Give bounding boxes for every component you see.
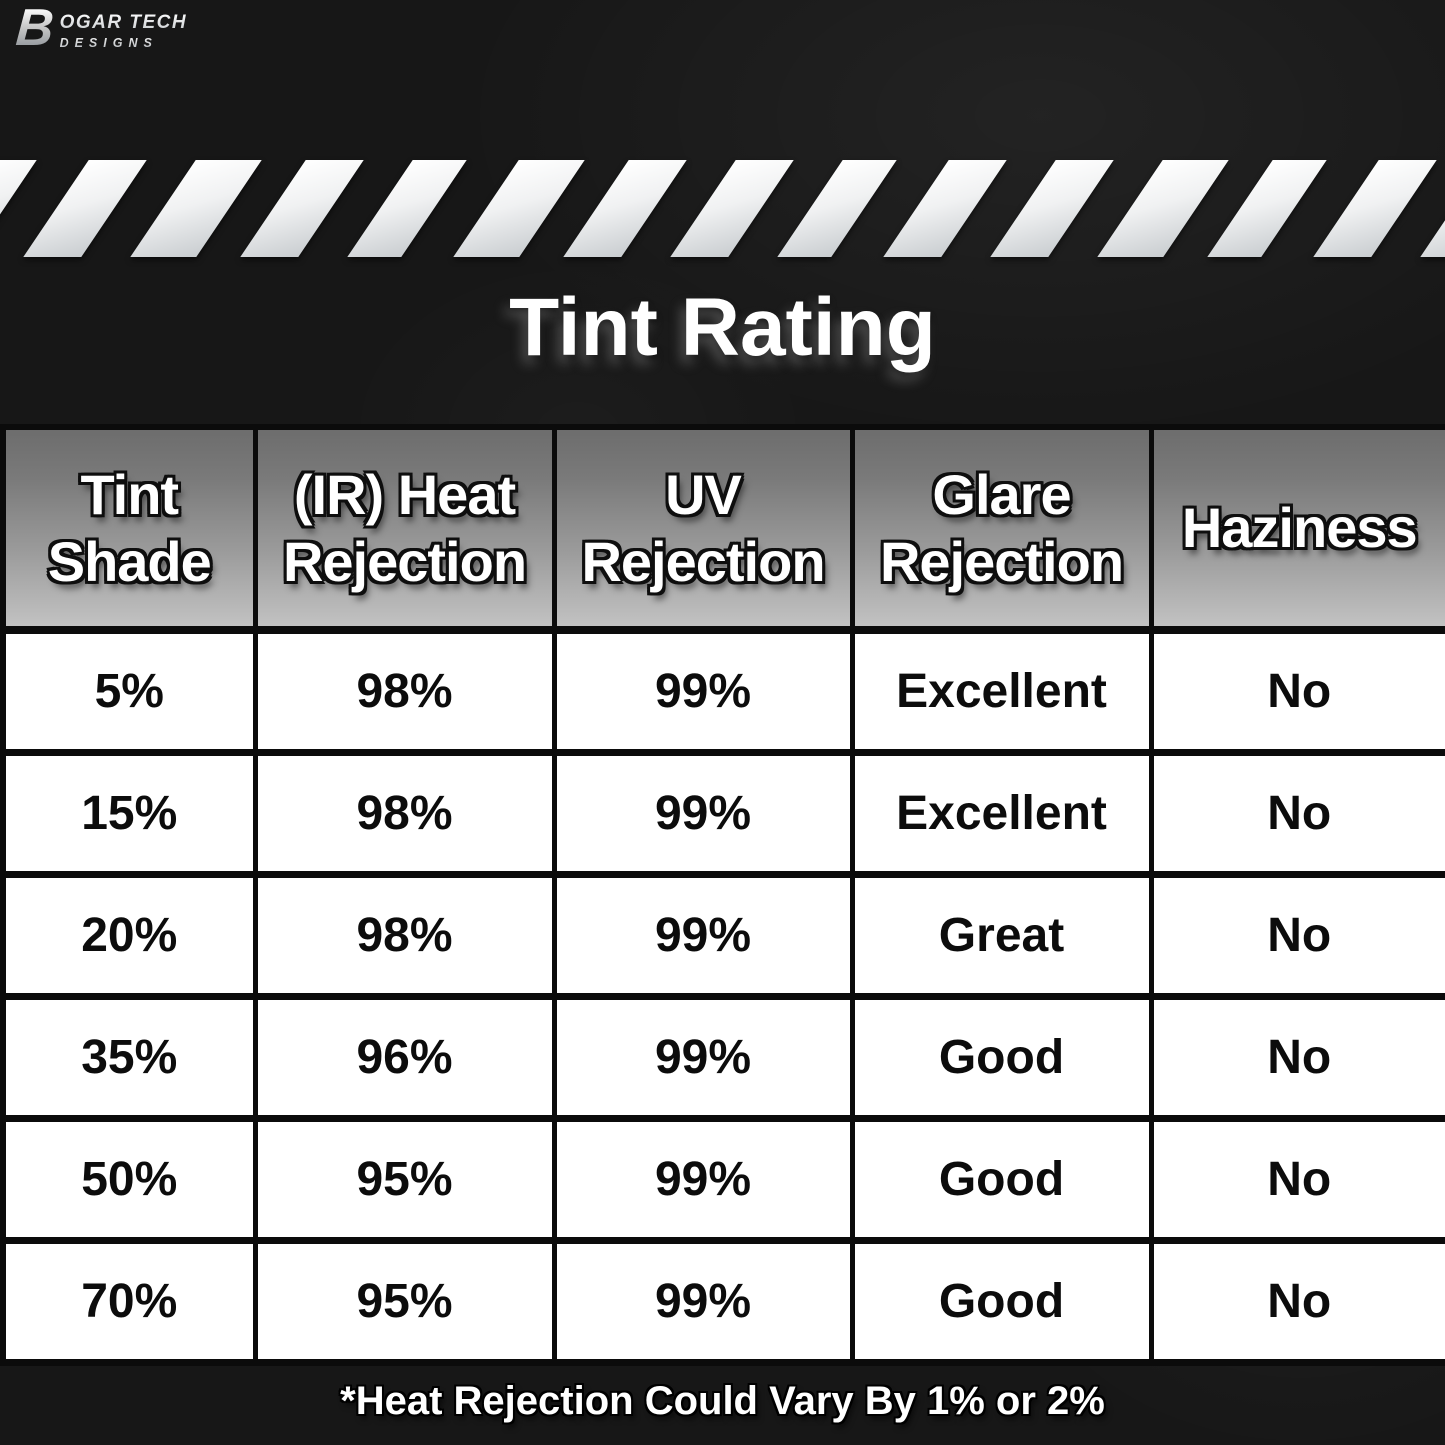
column-header-haziness: Haziness bbox=[1148, 427, 1445, 634]
cell-tint-shade: 15% bbox=[0, 749, 258, 878]
cell-heat-rejection: 98% bbox=[252, 871, 557, 1000]
cell-tint-shade: 20% bbox=[0, 871, 258, 1000]
tint-rating-table: Tint Shade (IR) Heat Rejection UV Reject… bbox=[0, 424, 1445, 1366]
cell-glare-rejection: Good bbox=[849, 1115, 1154, 1244]
cell-tint-shade: 50% bbox=[0, 1115, 258, 1244]
cell-uv-rejection: 99% bbox=[551, 749, 855, 878]
table-row: 5% 98% 99% Excellent No bbox=[0, 626, 1445, 756]
cell-uv-rejection: 99% bbox=[551, 1115, 855, 1244]
stripe bbox=[23, 160, 147, 257]
stripe bbox=[130, 160, 262, 257]
brand-subtitle: DESIGNS bbox=[60, 36, 188, 50]
page-title: Tint Rating bbox=[509, 282, 936, 373]
cell-heat-rejection: 95% bbox=[252, 1237, 557, 1366]
column-header-uv-rejection: UV Rejection bbox=[551, 427, 855, 634]
cell-glare-rejection: Excellent bbox=[849, 749, 1154, 878]
stripe bbox=[1207, 160, 1327, 257]
column-header-tint-shade: Tint Shade bbox=[0, 427, 258, 634]
brand-logo: B OGAR TECH DESIGNS bbox=[13, 0, 188, 57]
table-row: 15% 98% 99% Excellent No bbox=[0, 749, 1445, 878]
stripe bbox=[1097, 160, 1229, 257]
stripe bbox=[563, 160, 687, 257]
cell-heat-rejection: 96% bbox=[252, 993, 557, 1122]
stripe bbox=[777, 160, 897, 257]
cell-uv-rejection: 99% bbox=[551, 626, 855, 756]
cell-haziness: No bbox=[1148, 1237, 1445, 1366]
cell-glare-rejection: Great bbox=[849, 871, 1154, 1000]
column-header-heat-rejection: (IR) Heat Rejection bbox=[252, 427, 557, 634]
cell-haziness: No bbox=[1148, 749, 1445, 878]
stripe bbox=[883, 160, 1007, 257]
table-row: 20% 98% 99% Great No bbox=[0, 871, 1445, 1000]
cell-uv-rejection: 99% bbox=[551, 871, 855, 1000]
table-row: 50% 95% 99% Good No bbox=[0, 1115, 1445, 1244]
cell-glare-rejection: Good bbox=[849, 993, 1154, 1122]
cell-heat-rejection: 98% bbox=[252, 626, 557, 756]
cell-heat-rejection: 98% bbox=[252, 749, 557, 878]
brand-logo-mark: B bbox=[13, 0, 56, 57]
column-header-glare-rejection: Glare Rejection bbox=[849, 427, 1154, 634]
stripe bbox=[347, 160, 467, 257]
cell-uv-rejection: 99% bbox=[551, 993, 855, 1122]
cell-haziness: No bbox=[1148, 993, 1445, 1122]
stripe bbox=[240, 160, 364, 257]
cell-tint-shade: 35% bbox=[0, 993, 258, 1122]
cell-glare-rejection: Excellent bbox=[849, 626, 1154, 756]
brand-name: OGAR TECH bbox=[59, 12, 188, 33]
cell-haziness: No bbox=[1148, 1115, 1445, 1244]
brand-logo-text: OGAR TECH DESIGNS bbox=[60, 7, 188, 50]
stripe bbox=[1313, 160, 1437, 257]
table-header-row: Tint Shade (IR) Heat Rejection UV Reject… bbox=[0, 427, 1445, 634]
table-row: 70% 95% 99% Good No bbox=[0, 1237, 1445, 1366]
cell-tint-shade: 70% bbox=[0, 1237, 258, 1366]
cell-uv-rejection: 99% bbox=[551, 1237, 855, 1366]
footnote: *Heat Rejection Could Vary By 1% or 2% bbox=[340, 1379, 1105, 1423]
stripe bbox=[990, 160, 1114, 257]
cell-tint-shade: 5% bbox=[0, 626, 258, 756]
stripe bbox=[670, 160, 794, 257]
table-row: 35% 96% 99% Good No bbox=[0, 993, 1445, 1122]
stripe bbox=[0, 160, 37, 257]
cell-haziness: No bbox=[1148, 626, 1445, 756]
stripe bbox=[453, 160, 585, 257]
cell-glare-rejection: Good bbox=[849, 1237, 1154, 1366]
hazard-stripes-band bbox=[0, 160, 1445, 257]
cell-heat-rejection: 95% bbox=[252, 1115, 557, 1244]
cell-haziness: No bbox=[1148, 871, 1445, 1000]
